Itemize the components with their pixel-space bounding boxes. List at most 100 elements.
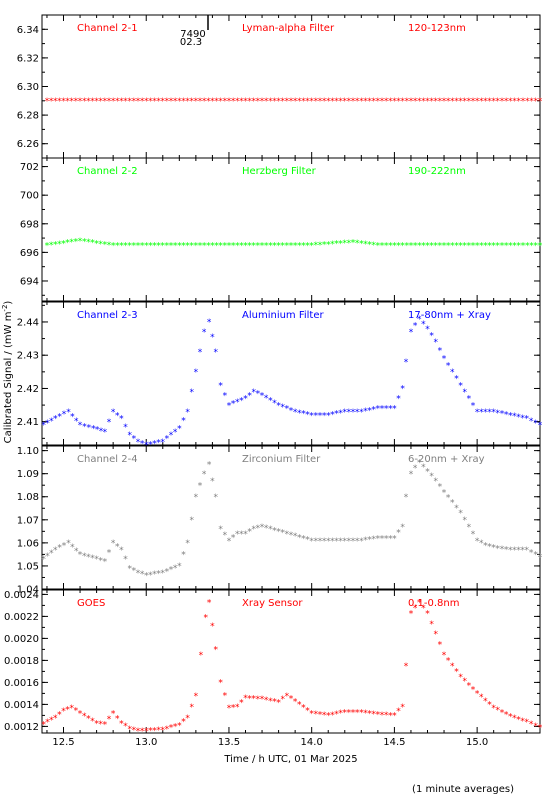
data-point: * <box>301 410 306 420</box>
data-point: * <box>247 694 252 704</box>
data-point: * <box>62 541 67 551</box>
data-point: * <box>516 715 521 725</box>
data-point: * <box>417 97 422 107</box>
data-point: * <box>264 696 269 706</box>
data-point: * <box>260 391 265 401</box>
data-point: * <box>207 598 212 608</box>
data-point: * <box>491 408 496 418</box>
data-point: * <box>74 97 79 107</box>
data-point: * <box>326 97 331 107</box>
data-point: * <box>82 238 87 248</box>
data-point: * <box>103 720 108 730</box>
data-point: * <box>359 97 364 107</box>
data-point: * <box>70 704 75 714</box>
data-point: * <box>388 97 393 107</box>
data-point: * <box>371 405 376 415</box>
data-point: * <box>185 241 190 251</box>
data-point: * <box>400 97 405 107</box>
data-point: * <box>434 97 439 107</box>
data-point: * <box>525 241 530 251</box>
data-point: * <box>413 464 418 474</box>
data-point: * <box>425 468 430 478</box>
data-point: * <box>491 704 496 714</box>
data-point: * <box>508 97 513 107</box>
data-point: * <box>144 97 149 107</box>
data-point: * <box>330 410 335 420</box>
data-point: * <box>140 97 145 107</box>
y-tick-label: 700 <box>20 191 39 202</box>
data-point: * <box>285 241 290 251</box>
y-axis-title-tail: ) <box>3 301 14 305</box>
data-point: * <box>260 523 265 533</box>
data-point: * <box>78 421 83 431</box>
data-point: * <box>49 97 54 107</box>
data-point: * <box>198 241 203 251</box>
data-point: * <box>301 534 306 544</box>
data-point: * <box>384 97 389 107</box>
data-point: * <box>479 241 484 251</box>
data-point: * <box>98 97 103 107</box>
data-point: * <box>434 477 439 487</box>
data-point: * <box>318 97 323 107</box>
data-point: * <box>351 239 356 249</box>
data-point: * <box>392 405 397 415</box>
data-point: * <box>533 97 538 107</box>
data-point: * <box>123 97 128 107</box>
data-point: * <box>371 710 376 720</box>
data-point: * <box>268 525 273 535</box>
data-point: * <box>388 711 393 721</box>
data-point: * <box>82 422 87 432</box>
data-point: * <box>181 416 186 426</box>
data-point: * <box>66 539 71 549</box>
data-point: * <box>213 493 218 503</box>
data-point: * <box>214 97 219 107</box>
data-point: * <box>41 555 46 565</box>
data-point: * <box>90 554 95 564</box>
panel-label-1: GOES <box>77 598 105 609</box>
data-point: * <box>223 531 228 541</box>
data-point: * <box>103 97 108 107</box>
data-point: * <box>450 241 455 251</box>
data-point: * <box>363 407 368 417</box>
data-point: * <box>471 530 476 540</box>
data-point: * <box>90 97 95 107</box>
data-point: * <box>314 241 319 251</box>
data-point: * <box>214 241 219 251</box>
time-marker-text-1: 7490 <box>180 29 205 40</box>
data-point: * <box>165 241 170 251</box>
data-point: * <box>264 524 269 534</box>
data-point: * <box>268 241 273 251</box>
data-point: * <box>173 241 178 251</box>
data-point: * <box>355 708 360 718</box>
data-point: * <box>446 97 451 107</box>
data-point: * <box>78 237 83 247</box>
data-point: * <box>293 532 298 542</box>
data-point: * <box>78 97 83 107</box>
data-point: * <box>326 537 331 547</box>
data-point: * <box>355 239 360 249</box>
data-point: * <box>66 408 71 418</box>
data-point: * <box>371 97 376 107</box>
data-point: * <box>161 97 166 107</box>
data-point: * <box>309 709 314 719</box>
data-point: * <box>359 240 364 250</box>
data-point: * <box>512 714 517 724</box>
data-point: * <box>272 241 277 251</box>
data-point: * <box>318 711 323 721</box>
data-point: * <box>177 97 182 107</box>
data-point: * <box>144 727 149 737</box>
data-point: * <box>388 534 393 544</box>
data-point: * <box>293 97 298 107</box>
data-point: * <box>504 241 509 251</box>
data-point: * <box>309 97 314 107</box>
data-point: * <box>260 241 265 251</box>
data-point: * <box>462 388 467 398</box>
panel-label-1: Channel 2-4 <box>77 454 138 465</box>
data-point: * <box>314 537 319 547</box>
data-point: * <box>148 440 153 450</box>
data-point: * <box>280 241 285 251</box>
data-point: * <box>53 240 58 250</box>
data-point: * <box>500 97 505 107</box>
data-point: * <box>413 604 418 614</box>
data-point: * <box>152 726 157 736</box>
